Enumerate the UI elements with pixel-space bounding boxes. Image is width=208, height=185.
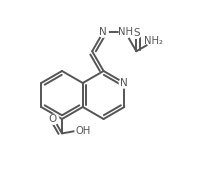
Circle shape: [147, 34, 161, 48]
Text: OH: OH: [76, 126, 91, 136]
Circle shape: [119, 26, 131, 38]
Circle shape: [131, 28, 141, 38]
Text: NH₂: NH₂: [145, 36, 163, 46]
Circle shape: [49, 114, 59, 124]
Circle shape: [98, 27, 108, 37]
Text: N: N: [99, 27, 107, 37]
Circle shape: [75, 124, 89, 138]
Text: S: S: [133, 28, 140, 38]
Text: NH: NH: [118, 27, 133, 37]
Circle shape: [119, 78, 129, 88]
Text: O: O: [49, 114, 57, 124]
Text: N: N: [120, 78, 128, 88]
